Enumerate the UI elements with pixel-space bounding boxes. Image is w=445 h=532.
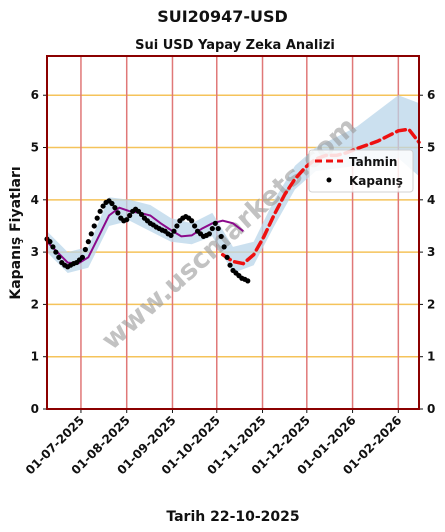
actual-point-43 (171, 228, 177, 234)
actual-point-28 (127, 212, 133, 219)
actual-point-27 (124, 217, 130, 223)
actual-point-23 (112, 205, 118, 211)
actual-point-59 (218, 233, 224, 240)
actual-point-12 (79, 254, 86, 260)
actual-point-16 (91, 223, 97, 229)
page-title: SUI20947-USD (157, 7, 288, 26)
chart-title: Sui USD Yapay Zeka Analizi (135, 38, 335, 53)
actual-point-61 (224, 254, 230, 260)
y-tick-label-left-5: 5 (31, 141, 39, 155)
actual-point-55 (206, 231, 212, 237)
y-tick-label-right-4: 4 (427, 193, 435, 207)
actual-point-50 (192, 223, 198, 229)
actual-point-18 (97, 208, 103, 214)
actual-point-15 (88, 231, 94, 237)
actual-point-17 (94, 215, 100, 221)
actual-point-3 (53, 249, 59, 255)
y-tick-label-left-2: 2 (31, 297, 39, 311)
actual-point-22 (109, 200, 115, 207)
y-tick-label-right-6: 6 (427, 88, 435, 102)
actual-point-4 (56, 254, 62, 260)
y-tick-label-left-1: 1 (31, 350, 39, 364)
y-tick-label-left-3: 3 (31, 245, 39, 259)
y-tick-label-right-3: 3 (427, 245, 435, 259)
legend-forecast-label: Tahmin (349, 155, 397, 169)
actual-point-56 (209, 225, 215, 232)
series-fit-line (46, 206, 244, 265)
actual-point-58 (215, 225, 221, 232)
y-tick-label-left-0: 0 (31, 402, 39, 416)
actual-point-68 (245, 278, 251, 284)
legend-actual-label: Kapanış (349, 174, 403, 188)
actual-point-19 (100, 203, 106, 209)
plot-area: 0 01 12 23 34 45 56 601-07-202501-08-202501-09-… (23, 55, 435, 477)
y-tick-label-left-6: 6 (31, 88, 39, 102)
actual-point-44 (174, 223, 180, 229)
actual-point-32 (138, 211, 145, 218)
y-tick-label-right-1: 1 (427, 350, 435, 364)
plot-frame (46, 55, 420, 410)
y-tick-label-right-2: 2 (427, 297, 435, 311)
actual-point-49 (189, 218, 195, 224)
actual-point-57 (212, 220, 218, 226)
confidence-band (47, 95, 419, 273)
legend: Tahmin Kapanış (308, 149, 414, 193)
actual-point-1 (47, 239, 53, 245)
y-axis-title: Kapanış Fiyatları (8, 166, 24, 299)
actual-point-2 (50, 244, 56, 250)
actual-point-14 (85, 239, 91, 245)
actual-point-42 (168, 232, 174, 238)
y-tick-label-right-5: 5 (427, 141, 435, 155)
y-tick-label-right-0: 0 (427, 402, 435, 416)
actual-point-13 (82, 246, 88, 253)
y-tick-label-left-4: 4 (31, 193, 39, 207)
actual-point-62 (227, 262, 233, 268)
legend-box (308, 149, 414, 193)
actual-point-60 (221, 244, 227, 250)
x-axis-title: Tarih 22-10-2025 (166, 509, 299, 525)
actual-point-24 (115, 210, 121, 216)
legend-actual-swatch (326, 177, 332, 183)
